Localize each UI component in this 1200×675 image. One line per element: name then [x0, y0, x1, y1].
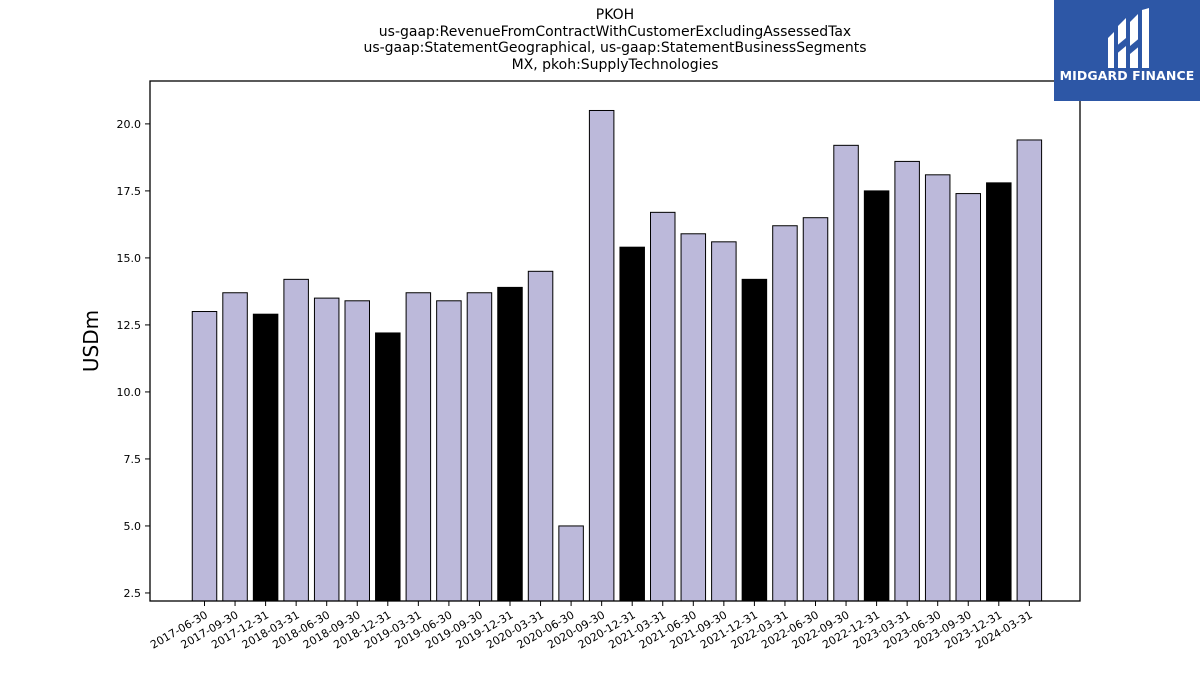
- bar-2017-06-30: [191, 311, 218, 602]
- bar-2018-03-31: [283, 278, 309, 602]
- bar-2019-06-30: [436, 300, 462, 602]
- title-line-ticker: PKOH: [595, 7, 635, 23]
- bar-2018-12-31: [375, 332, 401, 602]
- y-tick-label: 12.5: [117, 319, 142, 332]
- bar-2022-12-31: [863, 190, 890, 602]
- bar-2020-06-30: [558, 525, 584, 602]
- bar-2021-06-30: [680, 233, 707, 602]
- bar-2022-06-30: [802, 217, 829, 602]
- bar-2024-03-31: [1016, 139, 1043, 602]
- bar-2020-03-31: [527, 270, 554, 602]
- bar-2020-12-31: [619, 246, 645, 602]
- chart-title: PKOH us-gaap:RevenueFromContractWithCust…: [0, 7, 1200, 73]
- plot-frame: [149, 80, 1081, 602]
- y-tick-label: 2.5: [124, 587, 142, 600]
- y-tick-label: 15.0: [117, 252, 142, 265]
- title-line-members: MX, pkoh:SupplyTechnologies: [511, 56, 719, 73]
- title-line-axes: us-gaap:StatementGeographical, us-gaap:S…: [363, 40, 867, 56]
- midgard-finance-logo: MIDGARD FINANCE: [1054, 0, 1200, 101]
- bar-2023-03-31: [894, 160, 920, 602]
- bar-2019-09-30: [466, 292, 493, 602]
- y-tick-label: 7.5: [124, 453, 142, 466]
- bar-2020-09-30: [588, 109, 615, 602]
- logo-mark-icon: [1108, 8, 1149, 68]
- y-tick-label: 17.5: [117, 185, 142, 198]
- y-tick-label: 5.0: [124, 520, 142, 533]
- y-axis-label: USDm: [79, 310, 103, 372]
- y-tick-label: 10.0: [117, 386, 142, 399]
- bar-2023-09-30: [955, 193, 981, 602]
- bar-2019-12-31: [497, 286, 523, 602]
- bar-2021-12-31: [741, 278, 768, 602]
- bar-2017-12-31: [252, 313, 279, 602]
- bar-2021-09-30: [711, 241, 737, 602]
- bar-2019-03-31: [405, 292, 432, 602]
- bar-2021-03-31: [650, 211, 676, 602]
- logo-text: MIDGARD FINANCE: [1059, 68, 1195, 83]
- bar-2017-09-30: [222, 292, 248, 602]
- bar-2023-06-30: [924, 174, 951, 602]
- title-line-concept: us-gaap:RevenueFromContractWithCustomerE…: [378, 23, 852, 40]
- bar-2022-03-31: [772, 225, 798, 602]
- y-tick-label: 20.0: [117, 118, 142, 131]
- bar-2018-09-30: [344, 300, 370, 602]
- bar-2018-06-30: [313, 297, 340, 602]
- bar-2022-09-30: [833, 144, 859, 602]
- bar-2023-12-31: [986, 182, 1012, 602]
